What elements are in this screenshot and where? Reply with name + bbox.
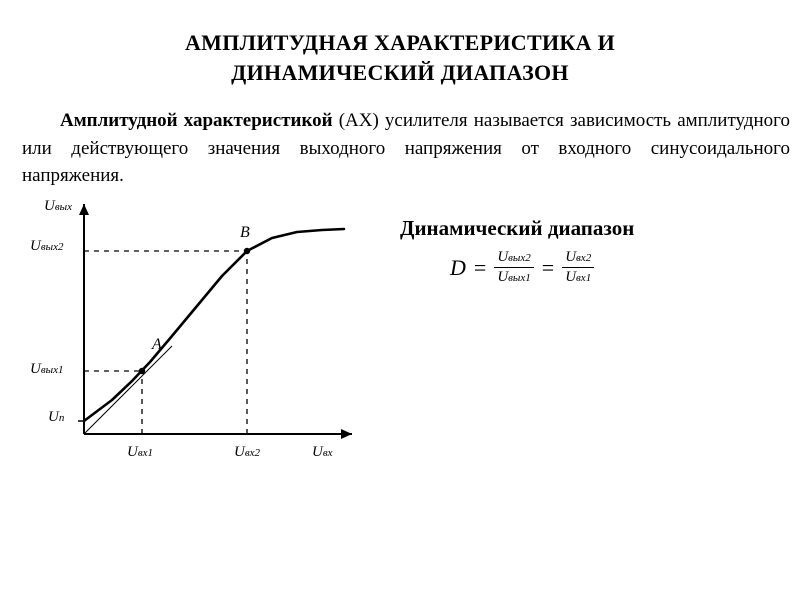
u-n-label: Uп	[48, 409, 64, 426]
title-line-1: АМПЛИТУДНАЯ ХАРАКТЕРИСТИКА И	[185, 30, 615, 55]
u-out1-label: Uвых1	[30, 361, 63, 378]
chart-svg	[22, 196, 382, 476]
fraction-in: Uвх2 Uвх1	[562, 249, 594, 287]
formula-D: D	[450, 255, 466, 281]
bold-term: Амплитудной характеристикой	[60, 110, 333, 131]
point-b-label: B	[240, 224, 250, 242]
dynamic-range-formula: D = Uвых2 Uвых1 = Uвх2 Uвх1	[400, 249, 770, 287]
formula-area: Динамический диапазон D = Uвых2 Uвых1 = …	[400, 216, 770, 287]
fraction-out: Uвых2 Uвых1	[494, 249, 533, 287]
formula-eq1: =	[474, 255, 486, 281]
content-row: Uвых Uвых2 Uвых1 Uп Uвх1 Uвх2 Uвх A B Ди…	[0, 196, 800, 486]
title-line-2: ДИНАМИЧЕСКИЙ ДИАПАЗОН	[231, 60, 569, 85]
x-axis-label: Uвх	[312, 444, 333, 461]
point-a-label: A	[152, 336, 162, 354]
u-out2-label: Uвых2	[30, 238, 63, 255]
formula-eq2: =	[542, 255, 554, 281]
u-in1-label: Uвх1	[127, 444, 153, 461]
amplitude-chart: Uвых Uвых2 Uвых1 Uп Uвх1 Uвх2 Uвх A B	[22, 196, 382, 486]
y-axis-label: Uвых	[44, 198, 72, 215]
dynamic-range-title: Динамический диапазон	[400, 216, 770, 241]
u-in2-label: Uвх2	[234, 444, 260, 461]
intro-paragraph: Амплитудной характеристикой (АХ) усилите…	[0, 87, 800, 190]
page-title: АМПЛИТУДНАЯ ХАРАКТЕРИСТИКА И ДИНАМИЧЕСКИ…	[0, 0, 800, 87]
